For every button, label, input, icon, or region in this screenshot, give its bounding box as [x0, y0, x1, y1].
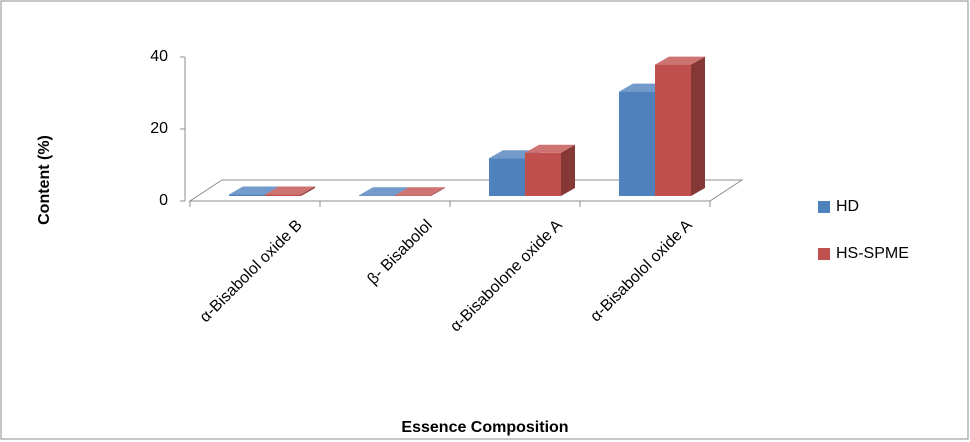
bar-front [619, 91, 655, 196]
bar-top [265, 186, 315, 195]
bar-front [359, 195, 395, 196]
legend-swatch [818, 201, 830, 213]
bar [655, 56, 705, 196]
bar-front [265, 194, 301, 196]
bar-front [655, 64, 691, 196]
bar-front [395, 195, 431, 196]
bar [395, 187, 445, 196]
bar-top [229, 186, 279, 195]
bar-side [431, 187, 445, 196]
bar [525, 144, 575, 196]
bar-front [489, 158, 525, 196]
legend-label: HD [836, 198, 859, 215]
legend-label: HS-SPME [836, 245, 909, 262]
x-axis-title: Essence Composition [401, 419, 568, 436]
bar-top [655, 56, 705, 65]
bar-front [525, 152, 561, 196]
bar-side [691, 56, 705, 196]
bar-side [561, 144, 575, 196]
floor [188, 179, 744, 202]
legend-swatch [818, 248, 830, 260]
y-tick-label: 0 [159, 192, 168, 209]
bar-side [301, 186, 315, 196]
bar-top [395, 187, 445, 196]
y-axis-title: Content (%) [36, 135, 53, 225]
y-tick-label: 20 [150, 120, 168, 137]
bar [265, 186, 315, 196]
y-tick-label: 40 [150, 48, 168, 65]
bar-front [229, 194, 265, 196]
bar-top [525, 144, 575, 153]
bar-top [359, 187, 409, 196]
